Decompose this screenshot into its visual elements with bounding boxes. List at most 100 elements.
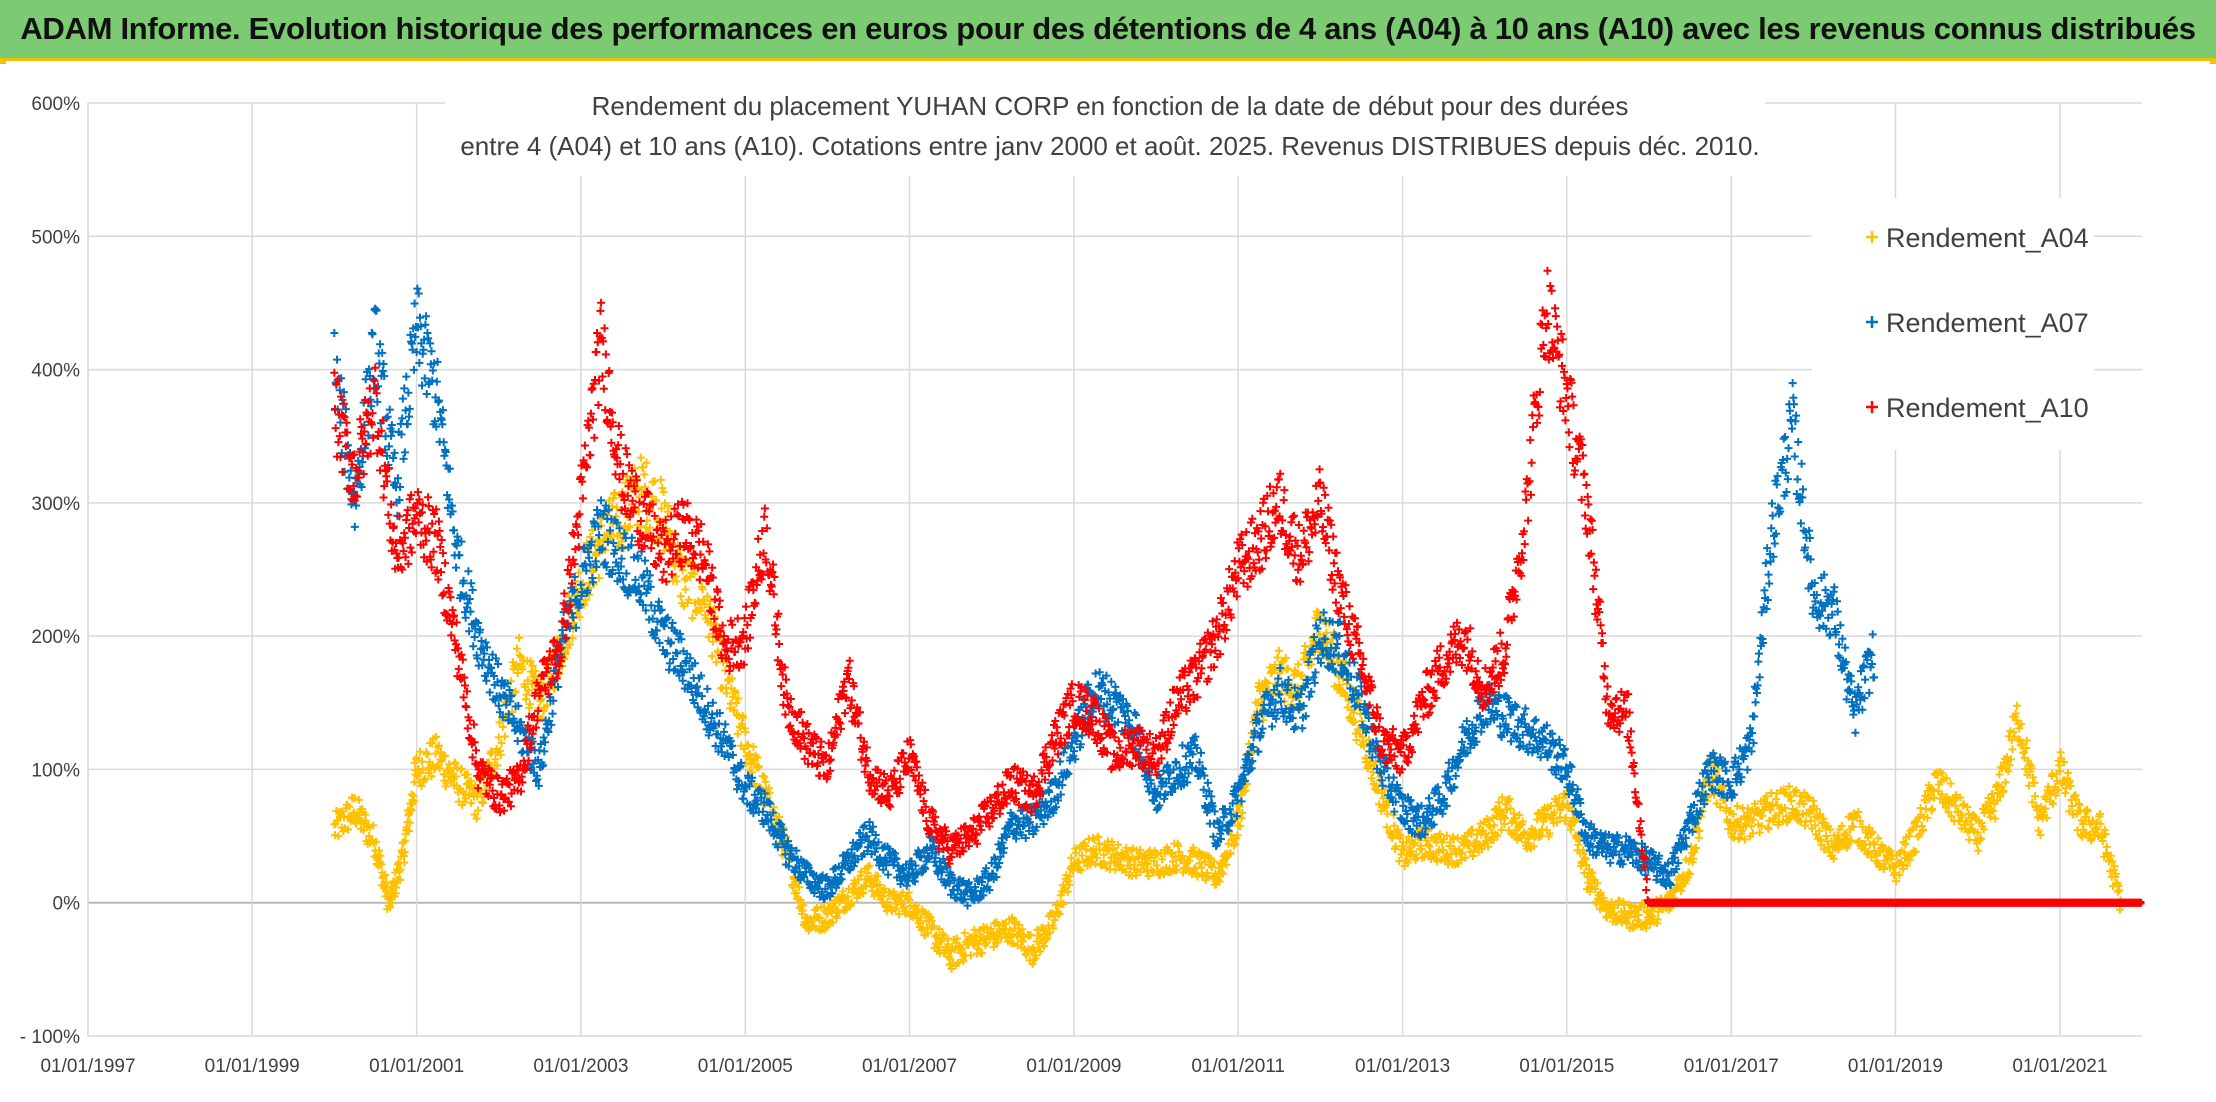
data-point <box>712 658 721 667</box>
data-point <box>1009 939 1018 948</box>
data-point <box>832 913 841 922</box>
data-point <box>421 774 430 783</box>
data-point <box>382 878 391 887</box>
data-point <box>1796 519 1805 528</box>
data-point <box>457 764 466 773</box>
data-point <box>1258 724 1267 733</box>
data-point <box>652 496 661 505</box>
data-point <box>414 289 423 298</box>
data-point <box>1806 817 1815 826</box>
data-point <box>1036 947 1045 956</box>
data-point <box>455 551 464 560</box>
data-point <box>418 765 427 774</box>
data-point <box>703 592 712 601</box>
title-banner: ADAM Informe. Evolution historique des p… <box>0 0 2216 61</box>
data-point <box>664 501 673 510</box>
data-point <box>1946 779 1955 788</box>
data-point <box>474 806 483 815</box>
data-point <box>1039 926 1048 935</box>
data-point <box>540 738 549 747</box>
data-point <box>387 431 396 440</box>
data-point <box>1203 778 1212 787</box>
data-point <box>693 682 702 691</box>
data-point <box>356 415 365 424</box>
data-point <box>378 366 387 375</box>
data-point <box>891 905 900 914</box>
data-point <box>953 934 962 943</box>
data-point <box>441 751 450 760</box>
data-point <box>428 739 437 748</box>
data-point <box>427 772 436 781</box>
data-point <box>497 739 506 748</box>
data-point <box>610 489 619 498</box>
x-tick-label: 01/01/2019 <box>1848 1056 1943 1077</box>
data-point <box>2102 842 2111 851</box>
data-point <box>642 458 651 467</box>
data-point <box>1077 866 1086 875</box>
data-point <box>373 397 382 406</box>
data-point <box>2115 905 2124 914</box>
data-point <box>1389 773 1398 782</box>
data-point <box>1045 928 1054 937</box>
data-point <box>548 709 557 718</box>
data-point <box>1201 857 1210 866</box>
data-point <box>960 928 969 937</box>
data-point <box>1107 837 1116 846</box>
data-point <box>1032 937 1041 946</box>
data-point <box>668 619 677 628</box>
data-point <box>659 487 668 496</box>
data-point <box>1988 790 1997 799</box>
data-point <box>525 700 534 709</box>
data-point <box>1788 379 1797 388</box>
data-point <box>350 522 359 531</box>
data-point <box>1722 766 1731 775</box>
data-point <box>1210 857 1219 866</box>
data-point <box>700 600 709 609</box>
data-point <box>1073 858 1082 867</box>
data-point <box>491 755 500 764</box>
data-point <box>957 944 966 953</box>
data-point <box>1424 794 1433 803</box>
data-point <box>515 633 523 642</box>
data-point <box>1779 434 1788 443</box>
data-point <box>1235 802 1244 811</box>
data-point <box>376 340 385 349</box>
data-point <box>1160 869 1169 878</box>
data-point <box>1029 955 1038 964</box>
data-point <box>698 585 707 594</box>
data-point <box>734 694 743 703</box>
data-point <box>690 569 699 578</box>
data-point <box>400 858 409 867</box>
data-point <box>916 913 925 922</box>
data-point <box>387 899 396 908</box>
data-point <box>623 472 632 481</box>
data-point <box>386 903 395 912</box>
data-point <box>1790 452 1799 461</box>
data-point <box>670 562 679 571</box>
data-point <box>531 667 540 676</box>
data-point <box>1218 862 1227 871</box>
data-point <box>739 713 748 722</box>
data-point <box>422 312 431 321</box>
y-axis-ticks: - 100%0%100%200%300%400%500%600% <box>20 94 80 1048</box>
data-point <box>495 718 504 727</box>
data-point <box>703 684 712 693</box>
data-point <box>565 640 574 649</box>
data-point <box>595 574 604 583</box>
data-point <box>402 372 411 381</box>
data-point <box>399 454 408 463</box>
data-point <box>334 438 343 447</box>
x-tick-label: 01/01/1997 <box>40 1056 135 1077</box>
data-point <box>524 686 533 695</box>
data-point <box>1013 941 1022 950</box>
data-point <box>1181 752 1190 761</box>
data-point <box>1149 857 1158 866</box>
data-point <box>333 355 342 364</box>
data-point <box>452 772 460 781</box>
data-point <box>427 347 436 356</box>
data-point <box>354 795 363 804</box>
data-point <box>1006 925 1015 934</box>
data-point <box>1078 851 1087 860</box>
data-point <box>1787 424 1796 433</box>
